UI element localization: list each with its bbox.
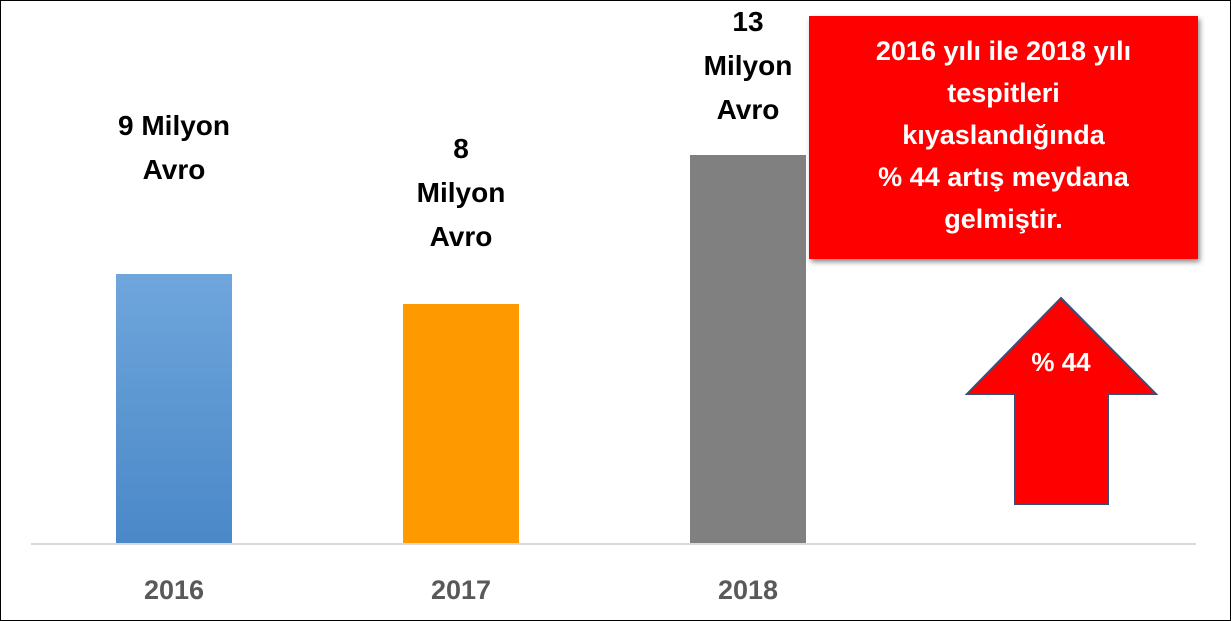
annotation-box: 2016 yılı ile 2018 yılı tespitleri kıyas… — [809, 16, 1198, 259]
x-tick-label: 2018 — [717, 575, 779, 605]
bar — [403, 304, 519, 543]
baseline — [31, 543, 1196, 545]
arrow-label: % 44 — [1031, 347, 1091, 377]
data-label: 8 Milyon Avro — [416, 133, 506, 253]
bar — [690, 155, 806, 543]
data-label: 9 Milyon Avro — [117, 110, 230, 186]
x-tick-label: 2017 — [430, 575, 492, 605]
data-label: 13 Milyon Avro — [703, 6, 793, 125]
x-tick-label: 2016 — [143, 575, 205, 605]
up-arrow — [964, 296, 1159, 505]
bar — [116, 274, 232, 543]
